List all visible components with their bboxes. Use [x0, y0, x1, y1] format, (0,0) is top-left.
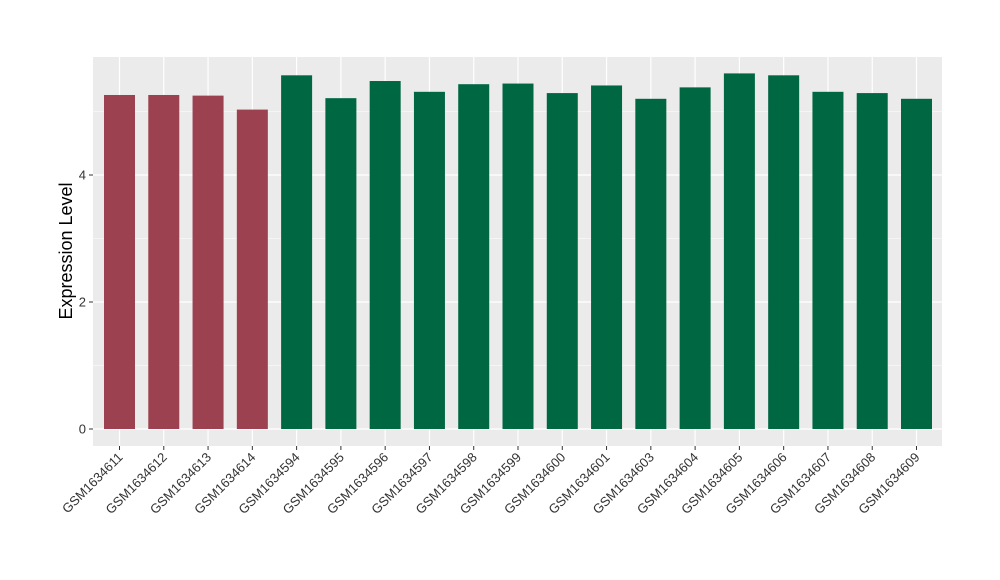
bar-GSM1634608	[856, 93, 888, 430]
bar-GSM1634598	[458, 84, 490, 429]
bars	[104, 73, 932, 430]
bar-GSM1634607	[812, 91, 844, 429]
bar-GSM1634609	[901, 98, 932, 430]
bar-GSM1634606	[768, 75, 800, 430]
bar-GSM1634612	[148, 94, 180, 430]
bar-GSM1634611	[104, 94, 135, 430]
bar-GSM1634594	[281, 75, 313, 430]
y-tick-label: 2	[79, 295, 86, 310]
bar-GSM1634600	[546, 93, 578, 430]
x-axis: GSM1634611GSM1634612GSM1634613GSM1634614…	[59, 446, 923, 517]
bar-GSM1634613	[192, 95, 224, 429]
bar-GSM1634599	[502, 83, 534, 429]
bar-GSM1634614	[236, 109, 268, 429]
y-tick-label: 0	[79, 422, 86, 437]
y-tick-label: 4	[79, 168, 86, 183]
bar-GSM1634597	[413, 91, 445, 429]
bar-GSM1634603	[635, 98, 667, 430]
bar-GSM1634596	[369, 81, 401, 430]
bar-GSM1634605	[723, 73, 755, 430]
y-axis-title: Expression Level	[56, 182, 76, 319]
bar-GSM1634601	[591, 85, 623, 429]
bar-GSM1634595	[325, 98, 357, 429]
y-axis: 0 2 4	[79, 168, 93, 437]
bar-GSM1634604	[679, 87, 711, 430]
